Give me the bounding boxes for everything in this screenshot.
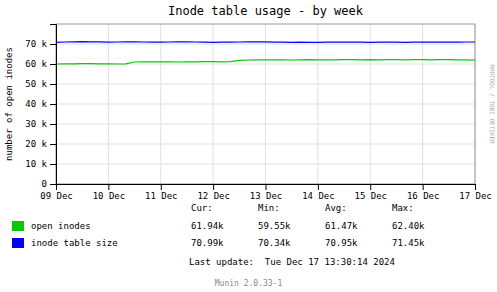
x-tick-mark [475,184,476,190]
y-tick-mark [50,164,56,165]
legend: Cur: Min: Avg: Max: open inodes 61.94k 59.55k 6… [12,203,425,249]
y-tick: 60 k [25,59,56,69]
y-tick-mark [50,64,56,65]
y-tick-label: 40 k [25,99,47,109]
x-tick-mark [213,184,214,190]
x-tick-label: 14 Dec [302,191,335,201]
x-tick: 16 Dec [407,184,440,201]
x-tick: 12 Dec [197,184,230,201]
y-tick-mark [50,184,56,185]
grid-line-x [265,24,266,184]
y-tick-label: 60 k [25,59,47,69]
y-tick: 20 k [25,139,56,149]
x-axis: 09 Dec 10 Dec 11 Dec 12 Dec 13 Dec 14 Dec 15 D… [40,184,492,201]
y-axis-title: number of open inodes [4,47,14,161]
y-tick-mark [50,144,56,145]
x-tick: 11 Dec [145,184,178,201]
y-tick: 30 k [25,119,56,129]
grid [56,24,475,184]
chart: 0 10 k 20 k 30 k 40 k 50 k 60 k 70 k 09 Dec 10 De… [0,0,497,292]
x-tick: 09 Dec [40,184,73,201]
legend-swatch [12,238,24,248]
stats-value: 70.99k [191,238,224,248]
x-tick-mark [423,184,424,190]
y-tick-label: 70 k [25,39,47,49]
y-tick-label: 30 k [25,119,47,129]
grid-line-x [213,24,214,184]
y-tick: 50 k [25,79,56,89]
y-tick: 10 k [25,159,56,169]
stats-header: Min: [258,203,280,213]
y-tick-mark [50,84,56,85]
y-tick-mark [50,124,56,125]
stats-value: 71.45k [392,238,425,248]
stats-header: Cur: [191,203,213,213]
y-tick-label: 50 k [25,79,47,89]
title: Inode table usage - by week [168,4,364,18]
x-tick-label: 16 Dec [407,191,440,201]
grid-line-x [317,24,318,184]
stats-value: 62.40k [392,221,425,231]
footer: Munin 2.0.33-1 [215,279,283,288]
x-tick-label: 12 Dec [197,191,230,201]
x-tick-label: 10 Dec [93,191,126,201]
grid-line-x [422,24,423,184]
x-tick-label: 09 Dec [40,191,73,201]
y-tick: 0 [42,179,56,189]
x-tick-mark [370,184,371,190]
x-tick: 14 Dec [302,184,335,201]
stats-value: 61.47k [325,221,358,231]
x-tick-mark [318,184,319,190]
y-tick: 40 k [25,99,56,109]
x-tick-mark [161,184,162,190]
x-tick-mark [108,184,109,190]
stats-value: 59.55k [258,221,291,231]
x-tick: 10 Dec [93,184,126,201]
grid-line-x [370,24,371,184]
stats-value: 61.94k [191,221,224,231]
legend-label: inode table size [31,238,118,248]
lines [56,42,475,64]
y-tick-label: 10 k [25,159,47,169]
legend-swatch [12,221,24,231]
x-tick-label: 13 Dec [250,191,283,201]
stats-header: Max: [392,203,414,213]
y-tick: 70 k [25,39,56,49]
x-tick-mark [56,184,57,190]
x-tick: 13 Dec [250,184,283,201]
x-axis-line [57,185,476,191]
x-tick-label: 17 Dec [459,191,492,201]
x-tick-label: 15 Dec [354,191,387,201]
grid-line-x [108,24,109,184]
y-tick-mark [50,104,56,105]
stats-value: 70.95k [325,238,358,248]
series-line [56,60,475,64]
last-update: Last update: Tue Dec 17 13:30:14 2024 [189,257,395,267]
x-tick-mark [266,184,267,190]
y-axis-line [50,25,57,185]
y-axis: 0 10 k 20 k 30 k 40 k 50 k 60 k 70 k [25,25,56,190]
x-tick: 17 Dec [459,184,492,201]
legend-label: open inodes [31,221,91,231]
watermark: RRDTOOL / TOBI OETIKER [489,64,496,144]
series-line [56,41,475,43]
x-tick-label: 11 Dec [145,191,178,201]
x-tick: 15 Dec [354,184,387,201]
plot-frame [56,24,475,184]
y-tick-label: 0 [42,179,47,189]
grid-line-x [160,24,161,184]
y-tick-mark [50,44,56,45]
stats-value: 70.34k [258,238,291,248]
y-tick-label: 20 k [25,139,47,149]
stats-header: Avg: [325,203,347,213]
